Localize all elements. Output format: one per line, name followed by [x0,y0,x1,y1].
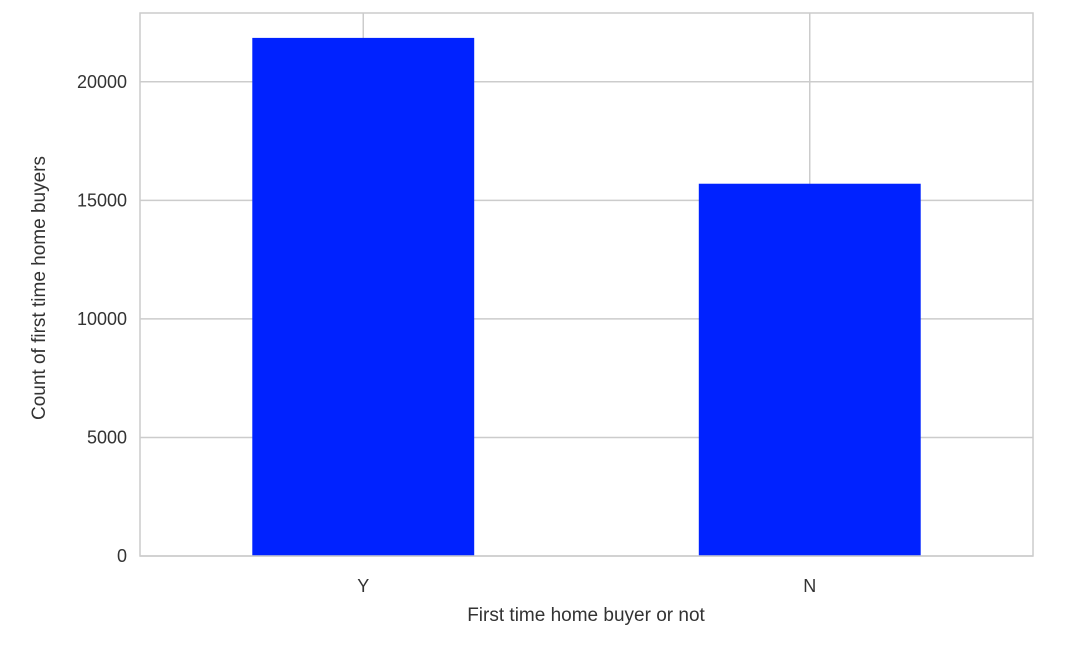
x-axis-label: First time home buyer or not [467,605,705,626]
bar-N [698,183,921,556]
y-tick-labels: 0 5000 10000 15000 20000 [77,72,127,566]
y-tick-label: 15000 [77,190,127,210]
bar-Y [252,37,475,556]
x-tick-label: Y [357,576,369,596]
y-tick-label: 0 [117,546,127,566]
y-axis-label: Count of first time home buyers [29,156,50,420]
y-tick-label: 5000 [87,427,127,447]
bars [252,37,921,556]
y-tick-label: 10000 [77,309,127,329]
x-tick-label: N [803,576,816,596]
plot-frame [139,12,1034,557]
y-tick-label: 20000 [77,72,127,92]
